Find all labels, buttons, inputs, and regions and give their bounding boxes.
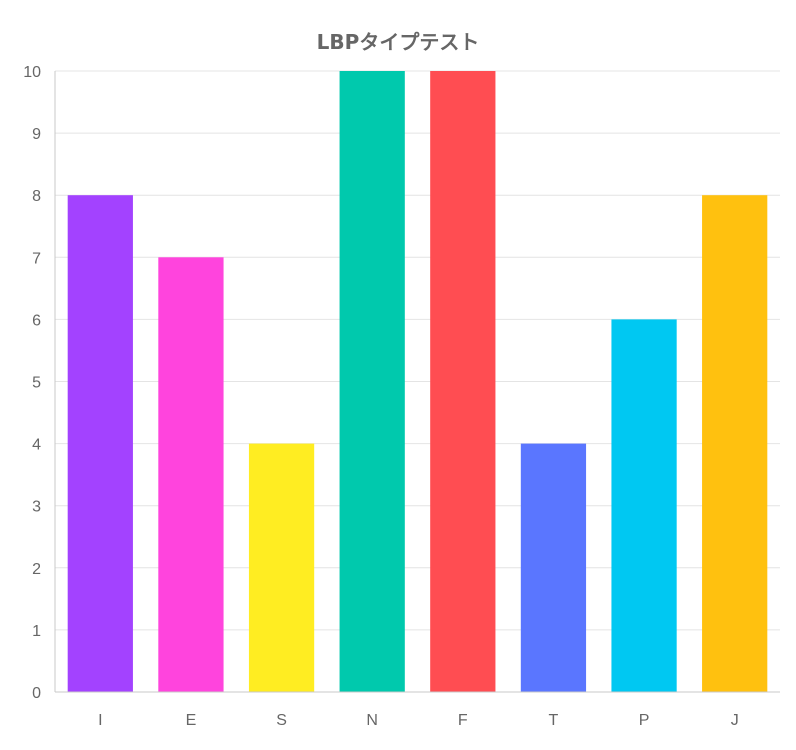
bars bbox=[67, 71, 768, 692]
x-tick-label: I bbox=[98, 712, 102, 729]
x-tick-label: N bbox=[366, 712, 378, 729]
chart-title: LBPタイプテスト bbox=[316, 30, 480, 54]
x-tick-label: P bbox=[639, 712, 650, 729]
bar-n[interactable] bbox=[339, 71, 405, 692]
y-tick-label: 0 bbox=[32, 685, 41, 702]
y-tick-label: 6 bbox=[32, 312, 41, 329]
bar-e[interactable] bbox=[158, 257, 224, 692]
bar-s[interactable] bbox=[248, 443, 315, 692]
y-tick-label: 5 bbox=[32, 375, 41, 392]
bar-p[interactable] bbox=[611, 319, 677, 692]
x-tick-label: S bbox=[276, 712, 287, 729]
x-tick-label: E bbox=[186, 712, 197, 729]
x-tick-label: T bbox=[549, 712, 559, 729]
y-tick-label: 8 bbox=[32, 188, 41, 205]
bar-j[interactable] bbox=[702, 195, 768, 692]
y-tick-label: 9 bbox=[32, 126, 41, 143]
bar-f[interactable] bbox=[430, 71, 496, 692]
x-tick-label: J bbox=[731, 712, 739, 729]
y-tick-label: 4 bbox=[32, 437, 41, 454]
bar-t[interactable] bbox=[520, 443, 587, 692]
bar-i[interactable] bbox=[67, 195, 133, 692]
x-tick-label: F bbox=[458, 712, 468, 729]
y-tick-label: 10 bbox=[23, 64, 41, 81]
y-tick-label: 7 bbox=[32, 250, 41, 267]
y-axis-ticks: 0 1 2 3 4 5 6 7 8 9 10 bbox=[23, 64, 41, 702]
y-tick-label: 2 bbox=[32, 561, 41, 578]
y-tick-label: 3 bbox=[32, 499, 41, 516]
y-tick-label: 1 bbox=[32, 623, 41, 640]
